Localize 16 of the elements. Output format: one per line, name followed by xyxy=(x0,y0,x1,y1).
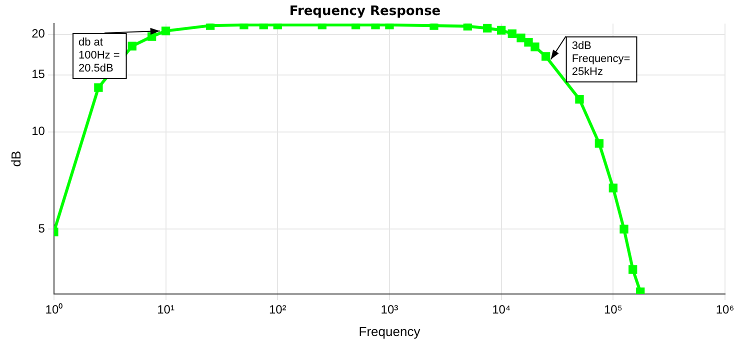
x-tick-label: 10³ xyxy=(380,302,398,317)
x-tick-label: 10⁰ xyxy=(45,302,63,317)
x-tick-label: 10¹ xyxy=(157,302,174,317)
y-tick-label: 15 xyxy=(32,67,46,82)
x-tick-label: 10⁵ xyxy=(604,302,622,317)
x-tick-label: 10⁴ xyxy=(492,302,511,317)
y-tick-label: 20 xyxy=(32,26,46,41)
x-tick-label: 10⁶ xyxy=(716,302,734,317)
x-axis-title: Frequency xyxy=(358,324,421,339)
y-axis-title: dB xyxy=(8,150,24,167)
annotation: db at 100Hz = 20.5dB xyxy=(78,36,120,74)
chart-title: Frequency Response xyxy=(289,4,441,20)
annotation: 3dB Frequency= 25kHz xyxy=(572,40,630,78)
x-tick-label: 10² xyxy=(268,302,286,317)
y-tick-label: 10 xyxy=(32,124,46,138)
y-tick-label: 5 xyxy=(38,221,46,236)
